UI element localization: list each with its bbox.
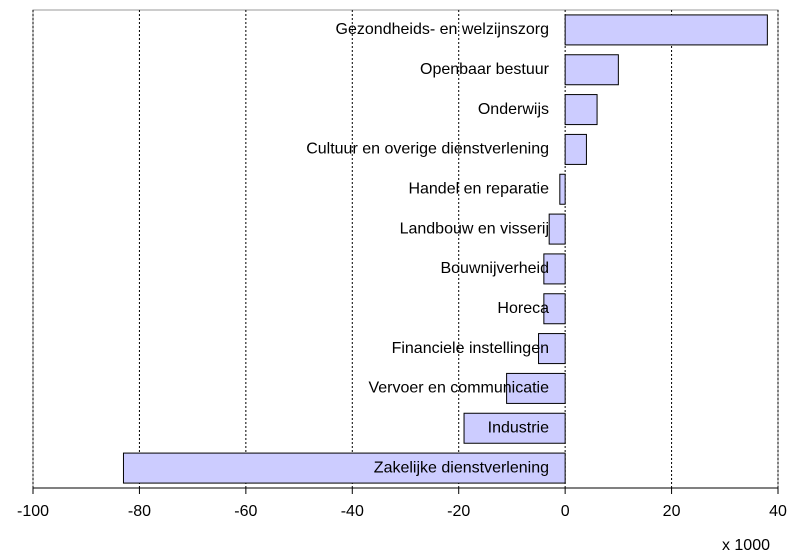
bar — [506, 372, 566, 404]
category-label: Vervoer en communicatie — [368, 380, 549, 397]
category-label: Gezondheids- en welzijnszorg — [336, 21, 549, 38]
bar — [543, 293, 566, 325]
bar — [564, 54, 619, 86]
category-label: Openbaar bestuur — [420, 61, 550, 78]
category-label: Horeca — [497, 300, 549, 317]
category-label: Handel en reparatie — [408, 180, 549, 197]
bar — [564, 14, 768, 46]
plot-area — [32, 9, 779, 489]
category-label: Industrie — [488, 419, 549, 436]
bar — [559, 173, 566, 205]
x-tick-label: -40 — [341, 503, 364, 520]
x-tick-label: 20 — [663, 503, 681, 520]
x-axis-label: x 1000 — [722, 537, 770, 554]
x-tick-label: 40 — [769, 503, 787, 520]
category-label: Landbouw en visserij — [400, 220, 549, 237]
category-label: Financiele instellingen — [392, 340, 549, 357]
x-tick-label: -80 — [128, 503, 151, 520]
x-tick-label: -60 — [234, 503, 257, 520]
bar — [538, 333, 566, 365]
x-tick-label: -100 — [17, 503, 49, 520]
category-label: Bouwnijverheid — [440, 260, 549, 277]
bar — [564, 94, 598, 126]
category-label: Onderwijs — [478, 101, 549, 118]
category-label: Cultuur en overige dienstverlening — [306, 141, 549, 158]
bar — [463, 412, 566, 444]
x-tick-label: -20 — [447, 503, 470, 520]
category-label: Zakelijke dienstverlening — [374, 459, 549, 476]
x-tick-label: 0 — [561, 503, 570, 520]
bar — [548, 213, 566, 245]
bar — [122, 452, 566, 484]
bar — [564, 133, 587, 165]
bar — [543, 253, 566, 285]
